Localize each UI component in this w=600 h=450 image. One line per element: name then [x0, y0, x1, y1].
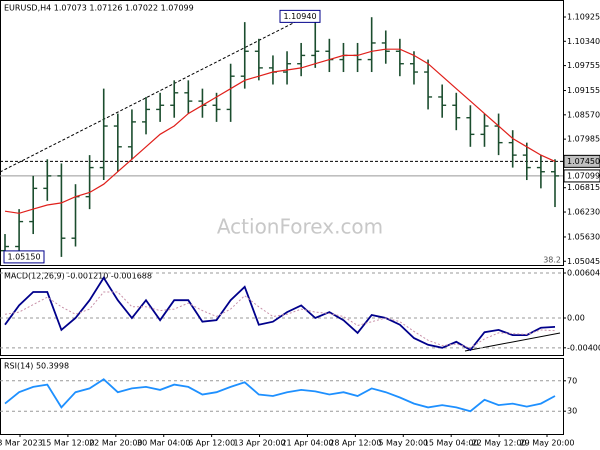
x-tick-label: 22 Mar 20:00: [89, 439, 142, 448]
x-tick-label: 28 Apr 12:00: [329, 439, 381, 448]
x-tick-label: 6 Apr 12:00: [188, 439, 235, 448]
annotation-box: [279, 9, 321, 23]
y-tick-label: 1.05045: [567, 257, 600, 266]
y-tick-label: 1.09155: [567, 86, 600, 95]
price-label: 1.07450: [567, 157, 600, 166]
x-tick-label: 22 May 12:00: [472, 439, 527, 448]
y-tick-label: 30: [567, 407, 577, 416]
y-tick-label: 0.006049: [567, 268, 600, 277]
fib-label: 38.2: [543, 256, 561, 265]
panel-title: MACD(12,26,9) -0.001210 -0.001688: [4, 272, 152, 281]
x-tick-label: 15 May 04:00: [424, 439, 479, 448]
panel-frame: [0, 0, 564, 266]
x-tick-label: 30 Mar 04:00: [137, 439, 190, 448]
panel-frame: [0, 268, 564, 356]
y-tick-label: 1.06815: [567, 183, 600, 192]
panel-title: EURUSD,H4 1.07073 1.07126 1.07022 1.0709…: [4, 4, 194, 13]
panel-frame: [0, 358, 564, 435]
trend-line: [0, 16, 306, 173]
annotation: 1.10940: [283, 12, 316, 21]
price-label-box: [563, 169, 600, 183]
watermark: ActionForex.com: [217, 215, 383, 239]
x-tick-label: 13 Apr 20:00: [233, 439, 285, 448]
x-tick-label: 8 Mar 2023: [0, 439, 43, 448]
y-tick-label: 1.10925: [567, 12, 600, 21]
x-tick-label: 21 Apr 04:00: [281, 439, 333, 448]
y-tick-label: 1.05630: [567, 232, 600, 241]
y-tick-label: -0.004005: [567, 343, 600, 352]
price-label-box: [563, 154, 600, 168]
x-tick-label: 5 May 20:00: [378, 439, 428, 448]
y-tick-label: 1.07985: [567, 135, 600, 144]
x-tick-label: 15 Mar 12:00: [41, 439, 94, 448]
y-tick-label: 1.06230: [567, 208, 600, 217]
y-tick-label: 70: [567, 376, 577, 385]
y-tick-label: 1.09755: [567, 61, 600, 70]
price-label: 1.07099: [567, 171, 600, 180]
annotation-box: [3, 250, 45, 264]
series-line: [4, 48, 556, 214]
panel-title: RSI(14) 50.3998: [4, 362, 69, 371]
y-tick-label: 1.10340: [567, 37, 600, 46]
series-line: [4, 291, 556, 349]
y-tick-label: 0.00: [567, 314, 585, 323]
annotation: 1.05150: [7, 252, 40, 261]
x-tick-label: 29 May 20:00: [520, 439, 575, 448]
series-line: [4, 378, 556, 413]
y-tick-label: 1.08570: [567, 110, 600, 119]
